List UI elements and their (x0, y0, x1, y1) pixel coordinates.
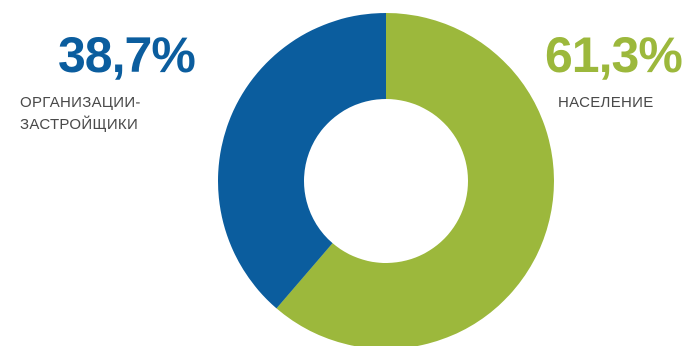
donut-slice-population (276, 13, 554, 346)
slice-name-line: НАСЕЛЕНИЕ (558, 94, 654, 111)
slice-name-line: ЗАСТРОЙЩИКИ (20, 116, 139, 133)
slice-name-label-population: НАСЕЛЕНИЕ (558, 92, 654, 114)
slice-value-label-organizations: 38,7% (58, 27, 196, 83)
slice-name-line: ОРГАНИЗАЦИИ- (20, 94, 141, 111)
slice-value-label-population: 61,3% (545, 27, 683, 83)
donut-slice-organizations (218, 12, 386, 309)
slice-name-label-organizations: ОРГАНИЗАЦИИ- ЗАСТРОЙЩИКИ (20, 92, 141, 136)
